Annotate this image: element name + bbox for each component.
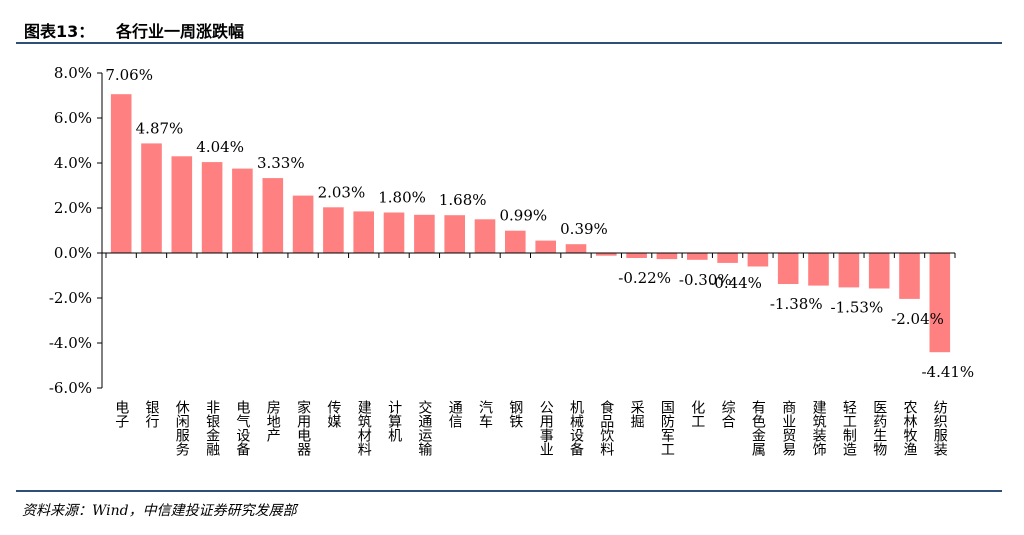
category-label: 国防军工 — [659, 400, 675, 456]
y-tick-label: 8.0% — [54, 64, 92, 82]
figure-header: 图表13： 各行业一周涨跌幅 — [16, 12, 1000, 44]
category-label: 建筑材料 — [356, 400, 372, 456]
category-label: 家用电器 — [295, 399, 311, 456]
y-tick-label: 0.0% — [54, 244, 92, 262]
category-label: 轻工制造 — [841, 400, 857, 457]
category-label: 建筑装饰 — [811, 400, 827, 456]
bar — [535, 240, 556, 253]
bar — [110, 94, 132, 253]
category-label: 公用事业 — [538, 400, 554, 456]
y-tick-label: 4.0% — [54, 154, 92, 172]
category-label: 计算机 — [386, 400, 402, 443]
bar — [505, 230, 526, 253]
data-label: 4.87% — [136, 119, 184, 137]
category-label: 交通运输 — [416, 399, 432, 456]
data-label: 1.68% — [439, 191, 487, 209]
category-label: 休闲服务 — [174, 400, 190, 456]
category-label: 纺织服装 — [932, 400, 948, 456]
category-label: 电子 — [113, 400, 129, 428]
y-tick-label: 2.0% — [54, 199, 92, 217]
bar — [838, 253, 860, 288]
bar — [565, 244, 587, 253]
category-label: 化工 — [689, 400, 705, 428]
bottom-rule — [16, 490, 1002, 492]
category-label: 食品饮料 — [598, 399, 614, 456]
y-tick-label: -2.0% — [49, 289, 92, 307]
top-rule — [16, 42, 1002, 44]
bar — [474, 219, 496, 254]
data-label: 4.04% — [196, 138, 244, 156]
category-label: 非银金融 — [204, 400, 220, 456]
category-label: 电气设备 — [234, 400, 250, 456]
bar — [414, 214, 435, 254]
bar — [596, 253, 617, 256]
data-label: -0.22% — [618, 269, 671, 287]
bar — [201, 162, 223, 253]
category-label: 综合 — [720, 400, 736, 428]
category-label: 银行 — [144, 400, 160, 429]
category-label: 机械设备 — [568, 400, 584, 456]
y-tick-label: 6.0% — [54, 109, 92, 127]
bar — [656, 253, 678, 260]
bar — [171, 156, 193, 254]
data-label: -4.41% — [921, 363, 974, 381]
data-label: 3.33% — [257, 154, 305, 172]
data-label: 7.06% — [105, 66, 153, 84]
data-label: 1.80% — [378, 189, 426, 207]
category-label: 采掘 — [629, 400, 645, 428]
category-label: 传媒 — [325, 400, 341, 428]
data-label: -2.04% — [891, 310, 944, 328]
bar — [899, 253, 920, 299]
data-label: 0.99% — [500, 207, 548, 225]
data-label: 2.03% — [318, 183, 366, 201]
bar — [353, 211, 374, 253]
category-label: 通信 — [447, 400, 463, 428]
data-label: -0.30% — [679, 271, 732, 289]
bar — [323, 207, 344, 253]
category-label: 有色金属 — [750, 400, 766, 456]
bar — [383, 212, 405, 253]
data-label: -1.53% — [831, 298, 884, 316]
bar — [262, 178, 284, 253]
bar — [929, 253, 951, 353]
bar — [292, 195, 314, 253]
bar — [232, 168, 253, 253]
data-label: -1.38% — [770, 295, 823, 313]
bar — [687, 253, 708, 260]
category-label: 房地产 — [265, 400, 281, 443]
bar — [777, 253, 799, 284]
bar — [444, 215, 465, 253]
category-label: 汽车 — [477, 400, 493, 428]
data-label: -0.44% — [709, 274, 762, 292]
y-tick-label: -4.0% — [49, 334, 92, 352]
bar — [626, 253, 647, 258]
category-label: 农林牧渔 — [902, 400, 918, 456]
chart-title: 各行业一周涨跌幅 — [116, 22, 245, 41]
source-note: 资料来源：Wind，中信建投证券研究发展部 — [22, 503, 297, 519]
category-label: 钢铁 — [507, 400, 523, 428]
bar — [868, 253, 890, 289]
category-label: 医药生物 — [871, 400, 887, 457]
bar — [747, 253, 769, 267]
data-label: 0.39% — [560, 220, 608, 238]
figure-number: 图表13： — [24, 22, 95, 41]
y-tick-label: -6.0% — [49, 379, 92, 397]
bar — [717, 253, 738, 263]
bar — [141, 143, 162, 253]
category-label: 商业贸易 — [780, 400, 796, 456]
bar — [808, 253, 829, 286]
